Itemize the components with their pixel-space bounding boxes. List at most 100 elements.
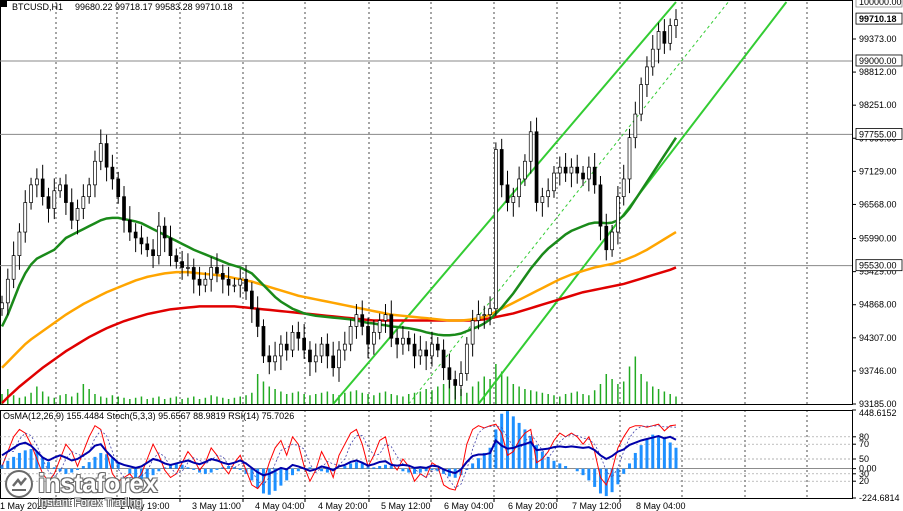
instaforex-logo-icon — [5, 469, 33, 498]
candle-body — [604, 225, 609, 251]
time-tick-label: 3 May 11:00 — [192, 501, 241, 511]
candle-body — [354, 314, 359, 327]
candle-body — [389, 314, 394, 339]
candle-body — [360, 314, 365, 327]
indicator-tick-label: 20 — [859, 476, 869, 486]
time-tick-label: 2 May 19:00 — [120, 501, 170, 511]
time-tick-label: 7 May 12:00 — [572, 501, 622, 511]
candle-body — [279, 343, 283, 357]
candle-body — [517, 178, 521, 198]
indicator-tick-label: 30 — [859, 469, 869, 479]
candle-body — [366, 326, 370, 345]
candle-body — [616, 196, 620, 233]
ma-mid-line — [1, 230, 677, 369]
candle-body — [0, 302, 4, 310]
level-label: 99000.00 — [859, 56, 897, 66]
time-tick-label: 5 May 12:00 — [381, 501, 431, 511]
indicator-tick-label: -224.6814 — [859, 493, 900, 503]
time-tick-label: 1 May 2025 — [0, 501, 47, 511]
candle-body — [494, 149, 498, 310]
candle-body — [581, 172, 585, 180]
candle-body — [459, 373, 463, 386]
channel-mid-line — [408, 1, 729, 405]
price-tick-label: 98812.00 — [859, 67, 897, 77]
level-label: 97755.00 — [859, 129, 897, 139]
candle-body — [203, 278, 208, 286]
candle-body — [145, 243, 150, 251]
candle-body — [592, 166, 597, 186]
candle-body — [377, 320, 382, 333]
candle-body — [546, 190, 551, 198]
indicator-header: OsMA(12,26,9) 155.4484 Stoch(5,3,3) 95.6… — [3, 411, 294, 421]
candle-body — [17, 231, 22, 256]
candle-body — [668, 25, 673, 44]
candle-body — [650, 48, 655, 68]
candle-body — [232, 284, 237, 287]
candle-body — [470, 320, 475, 345]
candle-body — [296, 331, 301, 339]
candle-body — [133, 231, 138, 239]
candle-body — [104, 143, 109, 168]
candle-body — [249, 290, 254, 310]
candle-body — [412, 343, 417, 357]
candle-body — [401, 337, 405, 345]
ma-slow-line — [1, 266, 677, 404]
candle-body — [302, 337, 306, 351]
symbol-marker-icon — [1, 1, 7, 7]
candle-body — [418, 349, 423, 357]
candle-body — [505, 184, 510, 203]
candle-body — [430, 343, 434, 357]
stoch-main-line — [1, 423, 677, 491]
candle-body — [453, 379, 458, 386]
candle-body — [331, 355, 336, 369]
candle-body — [98, 143, 103, 162]
candle-body — [273, 355, 277, 363]
level-label-box — [855, 54, 903, 67]
price-tick-label: 97129.00 — [859, 166, 897, 176]
symbol-label: BTCUSD,H1 — [12, 2, 63, 12]
ma-fast-line — [0, 136, 678, 337]
candle-body — [244, 278, 248, 292]
candle-body — [313, 355, 318, 363]
candle-body — [464, 343, 469, 374]
candle-body — [110, 166, 115, 180]
level-label: 95530.00 — [859, 261, 897, 271]
price-tick-label: 96568.00 — [859, 199, 897, 209]
candle-body — [52, 190, 57, 209]
candle-body — [662, 31, 667, 44]
price-tick-label: 99373.00 — [859, 34, 897, 44]
candle-body — [186, 267, 190, 269]
watermark-tagline: Instant Forex Trading — [38, 497, 142, 509]
candle-body — [598, 184, 603, 227]
candle-body — [209, 267, 214, 280]
candle-body — [482, 314, 487, 316]
indicator-tick-label: 70 — [859, 439, 869, 449]
candle-body — [162, 225, 167, 239]
candle-body — [174, 255, 179, 262]
candle-body — [476, 314, 481, 321]
indicator-tick-label: 80 — [859, 432, 869, 442]
candle-body — [81, 196, 86, 209]
indicator-tick-label: 0.00 — [859, 464, 877, 474]
price-tick-label: 95429.00 — [859, 267, 897, 277]
candle-body — [122, 196, 126, 221]
candle-body — [197, 278, 202, 286]
candle-body — [5, 278, 10, 304]
candle-body — [383, 314, 388, 321]
rsi-line — [1, 435, 677, 477]
candle-body — [534, 131, 539, 203]
level-label: 100000.00 — [859, 0, 902, 7]
candle-body — [238, 278, 243, 286]
candle-body — [586, 166, 591, 180]
candle-body — [528, 131, 533, 162]
candle-body — [226, 278, 231, 286]
indicator-tick-label: 50 — [859, 454, 869, 464]
candle-body — [372, 331, 376, 345]
level-label-box — [855, 12, 903, 25]
time-tick-label: 8 May 04:00 — [636, 501, 686, 511]
candle-body — [35, 178, 39, 186]
candle-body — [220, 272, 225, 280]
candle-body — [557, 166, 562, 174]
